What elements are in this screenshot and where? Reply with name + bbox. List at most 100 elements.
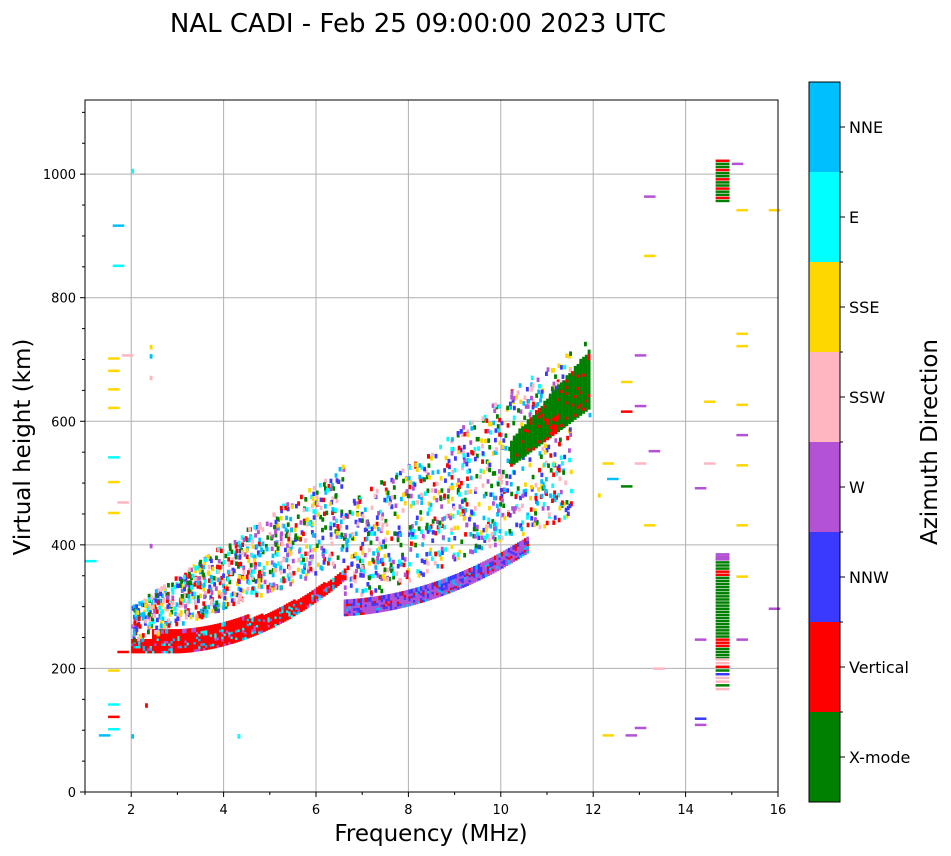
echo-point-vertical bbox=[172, 629, 176, 634]
echo-point-vertical bbox=[200, 614, 204, 620]
echo-point-nne bbox=[279, 565, 283, 570]
echo-point-ssw bbox=[431, 452, 434, 458]
echo-point-nne bbox=[202, 582, 206, 588]
echo-point-w bbox=[466, 573, 470, 579]
echo-point-vertical bbox=[403, 592, 407, 598]
echo-point-nne bbox=[459, 581, 463, 587]
echo-point-ssw bbox=[328, 553, 332, 559]
echo-point-vertical bbox=[154, 648, 158, 654]
echo-point-nnw bbox=[235, 592, 239, 598]
echo-point-w bbox=[147, 646, 151, 651]
echo-point-e bbox=[161, 609, 165, 614]
echo-point-x-mode bbox=[537, 411, 541, 416]
echo-point-vertical bbox=[188, 645, 192, 650]
echo-point-ssw bbox=[500, 474, 504, 479]
echo-point-vertical bbox=[251, 632, 255, 637]
echo-point-vertical bbox=[239, 619, 243, 624]
echo-point-x-mode bbox=[512, 444, 516, 450]
echo-point-vertical bbox=[457, 445, 461, 451]
echo-point-vertical bbox=[267, 620, 271, 625]
echo-point-w bbox=[382, 597, 386, 602]
echo-point-x-mode bbox=[510, 491, 514, 497]
echo-point-x-mode bbox=[512, 435, 516, 441]
echo-point-sse bbox=[515, 394, 519, 400]
echo-point-sse bbox=[235, 581, 239, 586]
echo-point-w bbox=[450, 451, 454, 456]
echo-point-nne bbox=[469, 475, 473, 481]
echo-point-sse bbox=[108, 357, 120, 360]
echo-point-nnw bbox=[521, 549, 525, 554]
echo-point-e bbox=[493, 531, 497, 536]
echo-point-nne bbox=[184, 643, 188, 648]
echo-point-nne bbox=[498, 528, 502, 534]
echo-point-sse bbox=[488, 505, 491, 511]
echo-point-vertical bbox=[158, 648, 162, 654]
echo-point-ssw bbox=[210, 598, 214, 604]
echo-point-nne bbox=[282, 523, 286, 529]
echo-point-e bbox=[214, 631, 218, 636]
echo-point-vertical bbox=[214, 638, 218, 644]
echo-point-e bbox=[242, 625, 245, 631]
echo-point-w bbox=[149, 543, 153, 549]
echo-point-x-mode bbox=[715, 181, 730, 184]
echo-point-vertical bbox=[316, 589, 319, 595]
echo-point-vertical bbox=[559, 422, 563, 427]
echo-point-vertical bbox=[216, 628, 220, 633]
echo-point-sse bbox=[448, 485, 452, 491]
echo-point-vertical bbox=[198, 581, 202, 586]
echo-point-x-mode bbox=[565, 375, 569, 380]
echo-point-nne bbox=[466, 457, 470, 463]
echo-point-vertical bbox=[175, 634, 178, 639]
echo-point-nne bbox=[357, 610, 361, 616]
echo-point-x-mode bbox=[559, 413, 563, 418]
echo-point-w bbox=[516, 544, 520, 550]
echo-point-ssw bbox=[147, 603, 151, 609]
echo-point-nnw bbox=[491, 561, 495, 567]
echo-point-x-mode bbox=[584, 407, 588, 412]
echo-point-vertical bbox=[318, 587, 322, 593]
echo-point-vertical bbox=[154, 646, 158, 651]
echo-point-ssw bbox=[380, 516, 384, 521]
echo-point-vertical bbox=[390, 536, 394, 541]
echo-point-sse bbox=[159, 620, 163, 626]
echo-point-x-mode bbox=[228, 579, 232, 585]
echo-point-vertical bbox=[225, 630, 229, 636]
echo-point-w bbox=[559, 489, 563, 495]
echo-point-e bbox=[361, 558, 364, 564]
echo-point-w bbox=[322, 587, 326, 592]
echo-point-vertical bbox=[142, 638, 146, 644]
echo-point-vertical bbox=[187, 574, 191, 579]
echo-point-vertical bbox=[500, 551, 504, 557]
echo-point-vertical bbox=[142, 648, 146, 654]
echo-point-w bbox=[371, 609, 375, 614]
echo-point-nne bbox=[346, 606, 349, 612]
echo-point-x-mode bbox=[587, 395, 591, 401]
echo-point-x-mode bbox=[534, 443, 538, 449]
echo-point-e bbox=[112, 264, 125, 268]
echo-point-sse bbox=[276, 523, 280, 528]
echo-point-nne bbox=[265, 546, 269, 552]
echo-point-vertical bbox=[383, 481, 386, 486]
echo-point-x-mode bbox=[715, 684, 730, 687]
echo-point-vertical bbox=[362, 610, 366, 615]
echo-point-nne bbox=[209, 587, 212, 593]
echo-point-w bbox=[355, 598, 359, 604]
echo-point-w bbox=[447, 586, 451, 592]
echo-point-vertical bbox=[262, 615, 266, 620]
echo-point-x-mode bbox=[582, 403, 585, 408]
echo-point-nne bbox=[504, 445, 508, 451]
echo-point-x-mode bbox=[526, 434, 530, 440]
echo-point-w bbox=[403, 602, 407, 608]
echo-point-e bbox=[408, 465, 412, 470]
echo-point-w bbox=[449, 583, 453, 588]
echo-point-e bbox=[430, 556, 434, 561]
echo-point-x-mode bbox=[551, 410, 555, 415]
echo-point-vertical bbox=[587, 355, 591, 361]
echo-point-nnw bbox=[293, 537, 297, 543]
echo-point-x-mode bbox=[529, 438, 533, 444]
echo-point-e bbox=[487, 517, 491, 523]
echo-point-nne bbox=[496, 512, 499, 517]
echo-point-nne bbox=[463, 574, 467, 580]
echo-point-x-mode bbox=[562, 470, 566, 475]
echo-point-nnw bbox=[394, 592, 398, 598]
